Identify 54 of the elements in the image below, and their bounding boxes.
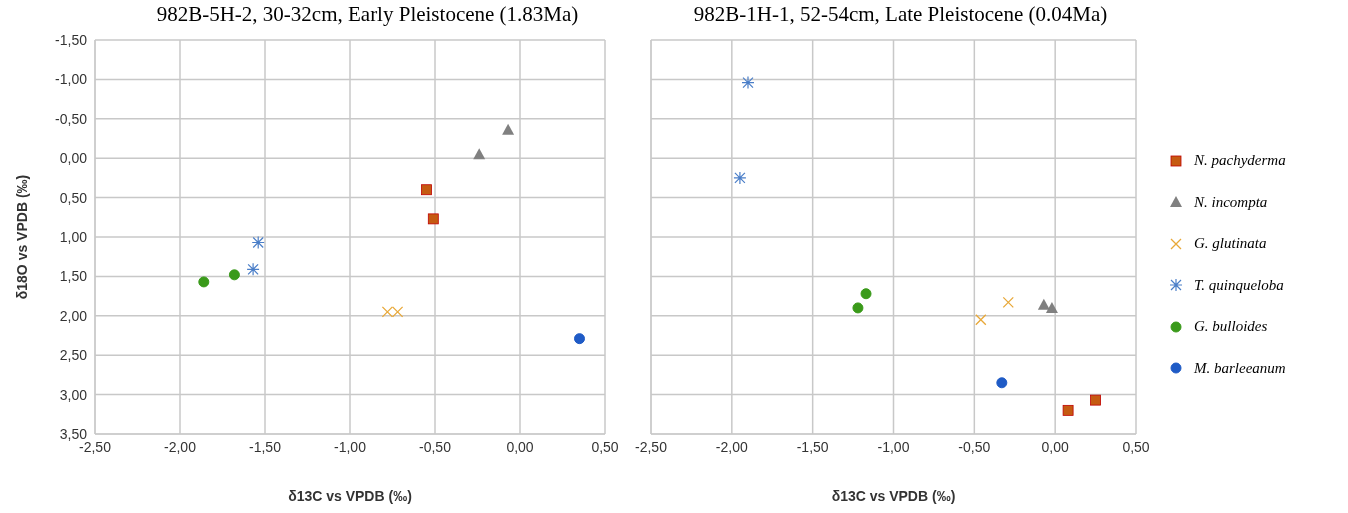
y-tick-label: 1,50 [59,268,88,285]
point [574,333,585,345]
y-tick-label: -1,50 [55,31,88,48]
legend-label: T. quinqueloba [1194,276,1284,294]
point [1062,404,1074,416]
point [1037,298,1050,310]
point [251,235,265,250]
legend-label: N. pachyderma [1194,152,1286,170]
point [198,276,210,288]
legend-label: G. glutinata [1194,235,1267,253]
legend-label: N. incompta [1194,193,1268,211]
x-tick-label: 0,50 [591,438,619,455]
x-tick-label: -1,50 [796,438,829,455]
point [733,171,747,185]
chart-title: 982B-5H-2, 30-32cm, Early Pleistocene (1.83Ma) [155,2,580,27]
y-tick-label: -0,50 [55,110,88,127]
y-tick-label: 1,00 [59,228,88,245]
chart-title: 982B-1H-1, 52-54cm, Late Pleistocene (0.04Ma) [692,2,1109,27]
point [1045,301,1058,313]
y-tick-label: 2,00 [59,307,88,324]
x-tick-label: -0,50 [419,438,452,455]
y-tick-label: 3,00 [59,386,88,403]
y-axis-title: δ18O vs VPDB (‰) [13,174,30,300]
legend-label: M. barleeanum [1194,359,1286,377]
point [427,213,439,225]
x-tick-label: -2,00 [164,438,197,455]
x-tick-label: -0,50 [958,438,991,455]
x-tick-label: -2,00 [715,438,748,455]
point [975,314,987,326]
point [860,288,872,300]
point [421,184,432,196]
x-axis-title: δ13C vs VPDB (‰) [831,488,956,504]
x-tick-label: 0,50 [1122,438,1150,455]
point [502,123,515,135]
y-tick-label: 0,00 [59,150,88,167]
y-tick-label: 2,50 [59,347,88,364]
y-tick-label: -1,00 [55,71,88,88]
point [246,262,260,276]
point [996,377,1008,389]
y-tick-label: 0,50 [59,189,88,206]
x-tick-label: 0,00 [1041,438,1069,455]
legend-label: G. bulloides [1194,318,1268,336]
point [741,75,755,90]
x-tick-label: -1,00 [877,438,910,455]
x-tick-label: 0,00 [506,438,534,455]
x-tick-label: -1,00 [334,438,367,455]
point [852,302,864,314]
point [473,148,486,160]
point [1090,394,1101,406]
x-tick-label: -2,50 [635,438,668,455]
point [1002,296,1014,309]
x-axis-title: δ13C vs VPDB (‰) [288,488,412,504]
point [228,269,240,281]
x-tick-label: -1,50 [249,438,282,455]
